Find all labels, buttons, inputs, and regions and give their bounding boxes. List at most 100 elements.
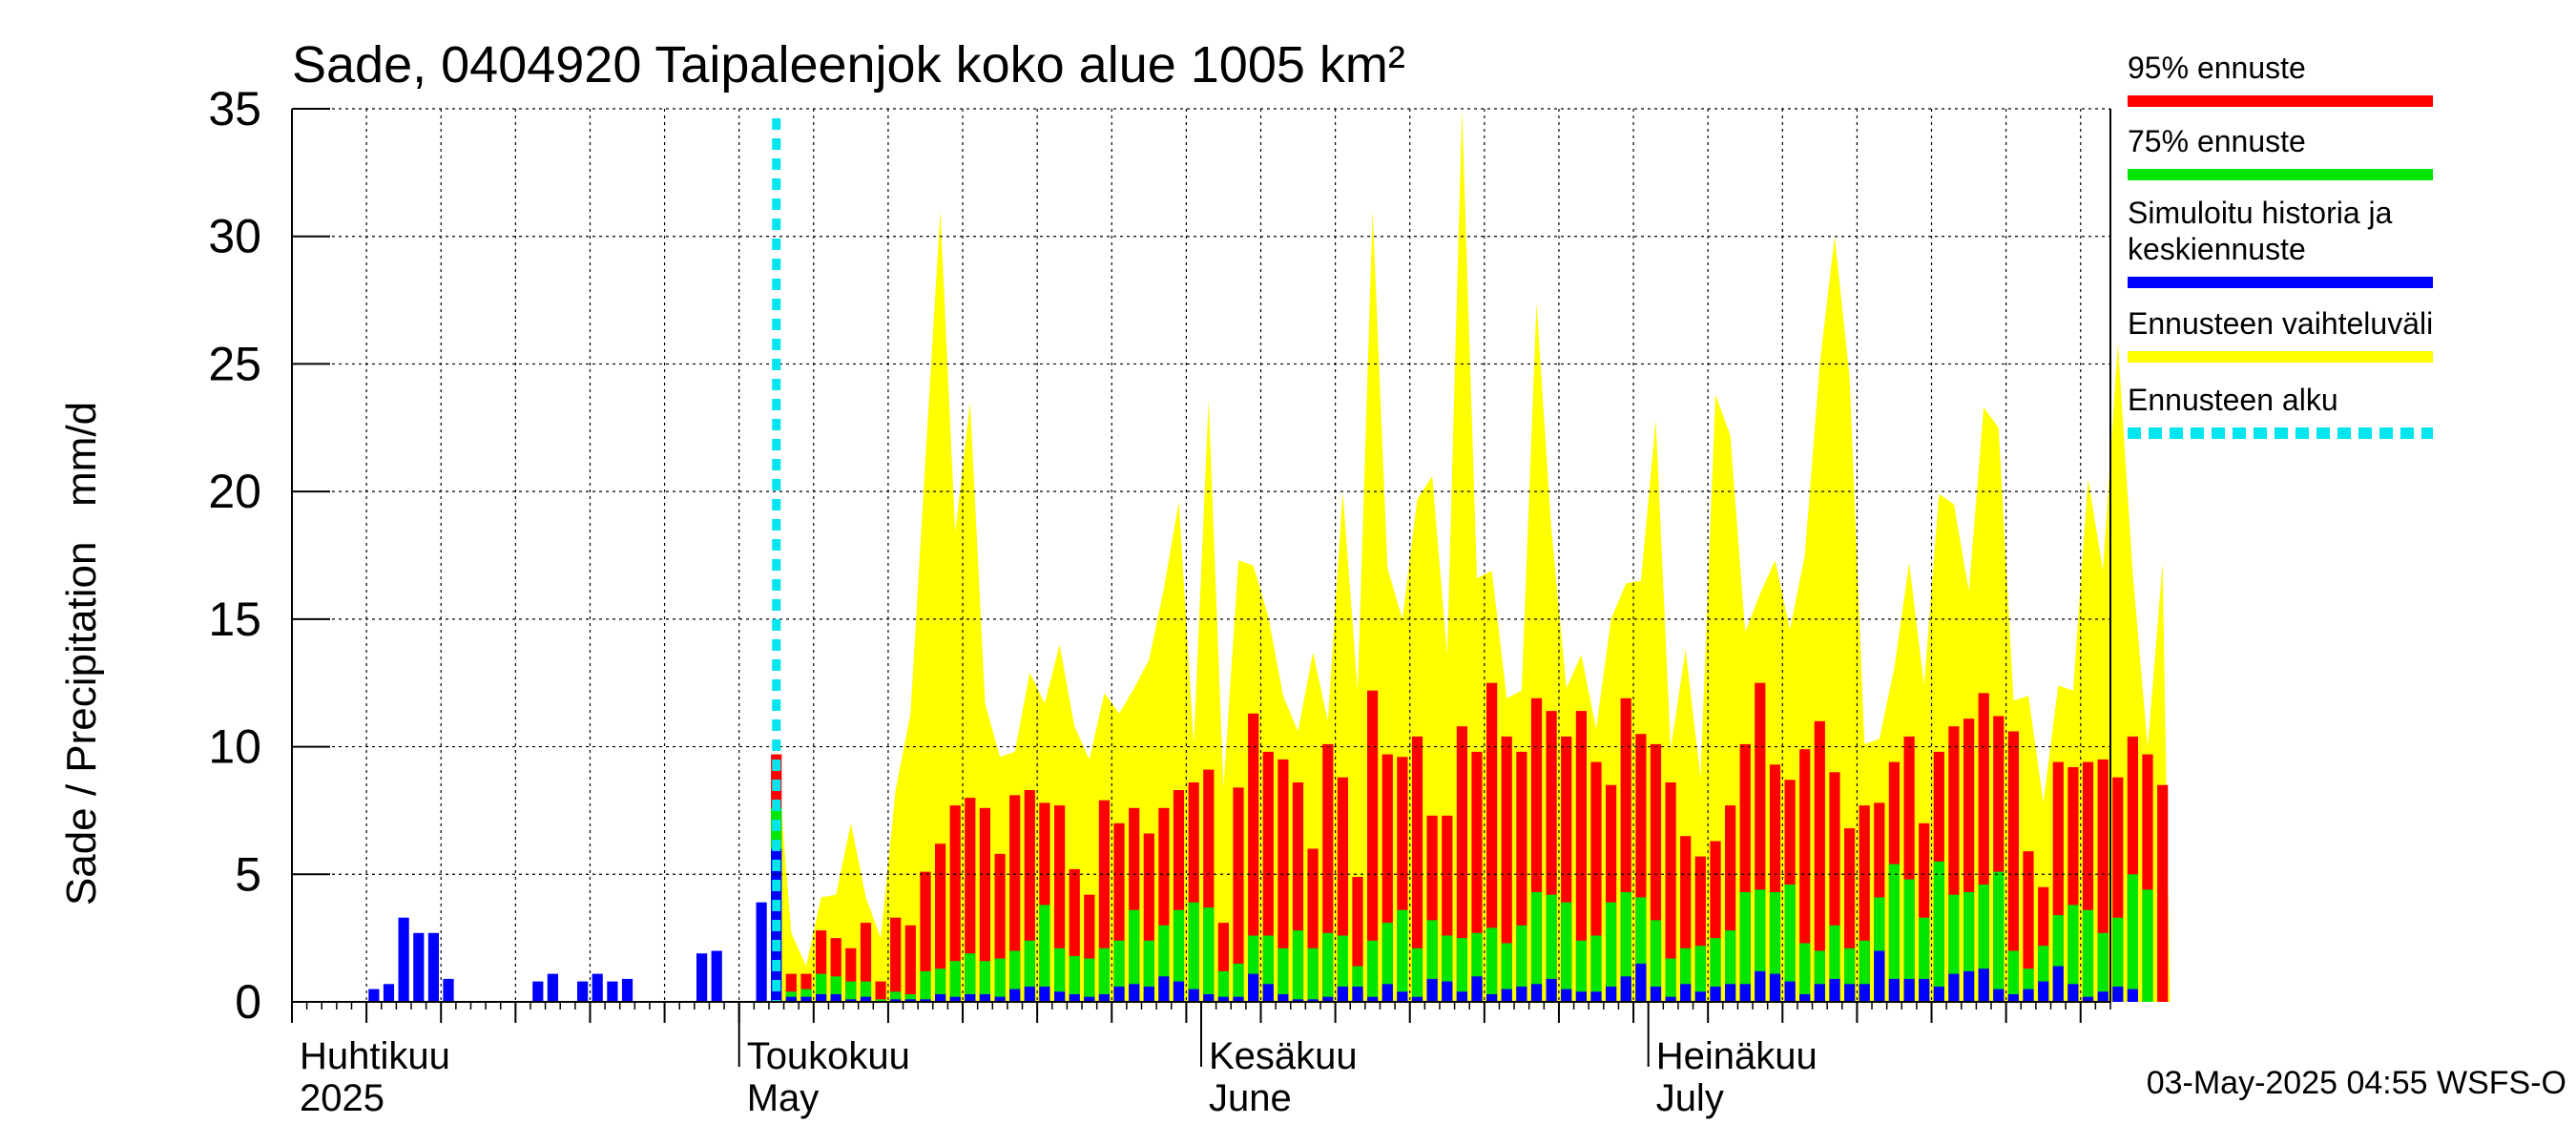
history-bar	[368, 989, 380, 1002]
legend-label: Simuloitu historia ja keskiennuste	[2128, 196, 2393, 266]
forecast-mean-bar	[1322, 996, 1334, 1002]
forecast-75-bar	[1352, 966, 1363, 1002]
forecast-95-bar	[2082, 761, 2094, 1002]
legend-item: 95% ennuste	[2128, 51, 2433, 107]
y-tick-label: 30	[208, 210, 261, 263]
forecast-mean-bar	[1561, 989, 1572, 1002]
history-bar	[547, 973, 558, 1002]
forecast-75-bar	[1129, 909, 1140, 1002]
forecast-75-bar	[1173, 909, 1185, 1002]
history-bar	[443, 978, 454, 1002]
forecast-95-bar	[1620, 697, 1631, 1002]
forecast-75-bar	[2142, 889, 2153, 1002]
forecast-75-bar	[935, 968, 946, 1002]
forecast-mean-bar	[1606, 987, 1617, 1002]
forecast-mean-bar	[785, 996, 797, 1002]
forecast-95-bar	[2023, 851, 2034, 1002]
forecast-95-bar	[1352, 877, 1363, 1002]
forecast-75-bar	[949, 961, 961, 1002]
forecast-75-bar	[994, 958, 1006, 1002]
forecast-95-bar	[1054, 805, 1066, 1002]
forecast-mean-bar	[965, 994, 976, 1002]
forecast-75-bar	[2127, 874, 2138, 1002]
forecast-mean-bar	[1919, 978, 1930, 1002]
forecast-75-bar	[1024, 940, 1035, 1002]
forecast-mean-bar	[890, 999, 902, 1002]
forecast-95-bar	[800, 973, 812, 1002]
forecast-75-bar	[1814, 950, 1825, 1002]
forecast-95-bar	[1381, 754, 1393, 1002]
forecast-95-bar	[875, 981, 886, 1002]
forecast-mean-bar	[1203, 994, 1215, 1002]
forecast-75-bar	[1397, 909, 1408, 1002]
forecast-95-bar	[1411, 736, 1423, 1002]
forecast-mean-bar	[1397, 991, 1408, 1002]
legend-label: Ennusteen vaihteluväli	[2128, 306, 2433, 341]
forecast-75-bar	[1769, 892, 1781, 1002]
forecast-95-bar	[1844, 828, 1856, 1002]
forecast-mean-bar	[1009, 989, 1021, 1002]
forecast-75-bar	[1859, 940, 1870, 1002]
forecast-95-bar	[2067, 767, 2079, 1002]
forecast-75-bar	[979, 961, 990, 1002]
forecast-mean-bar	[1530, 984, 1543, 1002]
forecast-75-bar	[1561, 902, 1572, 1002]
forecast-mean-bar	[2127, 989, 2138, 1002]
forecast-95-bar	[1426, 815, 1438, 1002]
forecast-mean-bar	[1054, 991, 1066, 1002]
forecast-95-bar	[965, 798, 976, 1002]
forecast-95-bar	[860, 923, 872, 1002]
forecast-75-bar	[2052, 915, 2064, 1002]
forecast-mean-bar	[1859, 984, 1870, 1002]
forecast-mean-bar	[1278, 994, 1289, 1002]
forecast-95-bar	[1262, 751, 1274, 1002]
forecast-75-bar	[1888, 864, 1900, 1002]
forecast-95-bar	[1367, 690, 1379, 1002]
forecast-75-bar	[1784, 885, 1796, 1002]
forecast-mean-bar	[1262, 984, 1274, 1002]
forecast-95-bar	[1963, 718, 1975, 1002]
y-tick-label: 0	[235, 975, 261, 1029]
forecast-95-bar	[1397, 757, 1408, 1002]
forecast-95-bar	[2127, 736, 2138, 1002]
forecast-mean-bar	[994, 996, 1006, 1002]
forecast-mean-bar	[1158, 976, 1170, 1002]
forecast-75-bar	[785, 991, 797, 1002]
forecast-mean-bar	[904, 999, 916, 1002]
forecast-95-bar	[1635, 734, 1647, 1002]
history-bar	[532, 981, 544, 1002]
forecast-75-bar	[1069, 955, 1080, 1002]
forecast-95-bar	[1069, 868, 1080, 1002]
forecast-95-bar	[1859, 805, 1870, 1002]
forecast-75-bar	[890, 991, 902, 1002]
forecast-95-bar	[1993, 716, 2005, 1002]
forecast-95-bar	[1575, 711, 1587, 1002]
forecast-75-bar	[1919, 917, 1930, 1002]
forecast-mean-bar	[1993, 989, 2005, 1002]
forecast-mean-bar	[1188, 989, 1199, 1002]
forecast-mean-bar	[1755, 970, 1766, 1002]
forecast-mean-bar	[1381, 984, 1393, 1002]
forecast-mean-bar	[1113, 987, 1125, 1002]
forecast-75-bar	[1620, 892, 1631, 1002]
forecast-mean-bar	[1739, 984, 1751, 1002]
forecast-mean-bar	[1844, 984, 1856, 1002]
forecast-95-bar	[1322, 743, 1334, 1002]
forecast-mean-bar	[1411, 996, 1423, 1002]
forecast-95-bar	[1203, 769, 1215, 1002]
forecast-mean-bar	[2082, 996, 2094, 1002]
forecast-95-bar	[1919, 822, 1930, 1002]
history-bar	[711, 950, 722, 1002]
forecast-95-bar	[1248, 713, 1259, 1002]
forecast-75-bar	[1844, 947, 1856, 1002]
forecast-75-bar	[1367, 940, 1379, 1002]
forecast-95-bar	[1769, 764, 1781, 1002]
forecast-95-bar	[2112, 777, 2124, 1002]
forecast-mean-bar	[1516, 987, 1527, 1002]
forecast-95-bar	[2007, 731, 2019, 1002]
forecast-95-bar	[1337, 777, 1348, 1002]
forecast-95-bar	[1814, 720, 1825, 1002]
forecast-75-bar	[965, 953, 976, 1002]
forecast-75-bar	[1039, 905, 1050, 1002]
legend-item: Ennusteen alku	[2128, 383, 2433, 439]
